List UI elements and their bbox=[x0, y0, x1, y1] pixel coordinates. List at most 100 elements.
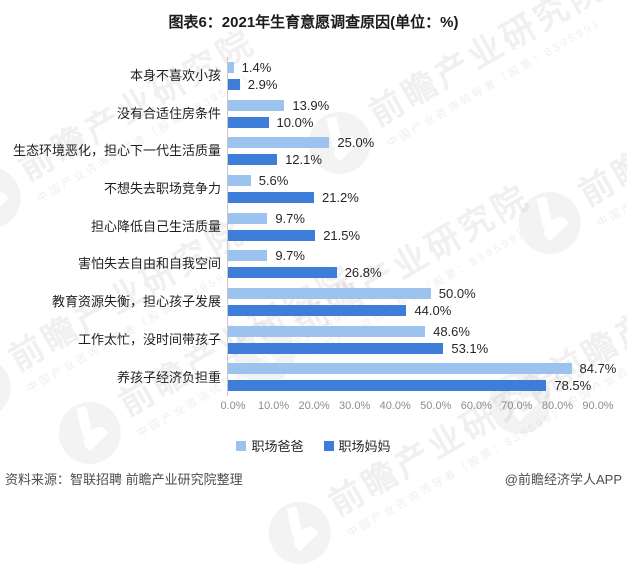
bar-line: 53.1% bbox=[228, 341, 627, 356]
x-tick: 20.0% bbox=[298, 400, 330, 412]
x-tick: 0.0% bbox=[220, 400, 246, 412]
value-label: 44.0% bbox=[414, 302, 452, 318]
bar-职场爸爸-7 bbox=[228, 325, 426, 337]
chart-row: 教育资源失衡，担心孩子发展 50.0% 44.0% bbox=[0, 283, 627, 321]
chart-row: 不想失去职场竞争力 5.6% 21.2% bbox=[0, 170, 627, 208]
bar-line: 9.7% bbox=[228, 211, 627, 226]
legend-label: 职场爸爸 bbox=[251, 439, 304, 454]
bar-职场妈妈-1 bbox=[228, 116, 269, 128]
bar-group: 1.4% 2.9% bbox=[227, 57, 627, 95]
chart-row: 担心降低自己生活质量 9.7% 21.5% bbox=[0, 207, 627, 246]
credit-note: @前瞻经济学人APP bbox=[504, 472, 622, 487]
bar-group: 48.6% 53.1% bbox=[227, 320, 627, 359]
watermark-logo-icon bbox=[47, 390, 132, 475]
x-tick: 30.0% bbox=[339, 400, 371, 412]
bar-职场妈妈-0 bbox=[228, 78, 240, 90]
watermark-logo-icon bbox=[257, 490, 342, 575]
x-tick: 40.0% bbox=[379, 400, 411, 412]
category-label: 没有合适住房条件 bbox=[116, 105, 221, 121]
bar-chart: 本身不喜欢小孩 1.4% 2.9% 没有合适住房条件 13.9% 10.0% 生态环境恶化，… bbox=[0, 57, 627, 397]
chart-row: 本身不喜欢小孩 1.4% 2.9% bbox=[0, 57, 627, 95]
bar-职场妈妈-6 bbox=[228, 304, 407, 316]
source-note: 资料来源：智联招聘 前瞻产业研究院整理 bbox=[5, 472, 243, 487]
bar-line: 1.4% bbox=[228, 60, 627, 75]
bar-line: 26.8% bbox=[228, 265, 627, 280]
value-label: 9.7% bbox=[275, 248, 305, 264]
bar-line: 50.0% bbox=[228, 286, 627, 301]
bar-职场爸爸-8 bbox=[228, 363, 572, 375]
bar-职场妈妈-8 bbox=[228, 380, 547, 392]
chart-row: 养孩子经济负担重 84.7% 78.5% bbox=[0, 358, 627, 397]
value-label: 26.8% bbox=[344, 265, 382, 281]
bar-职场妈妈-7 bbox=[228, 342, 444, 354]
legend-swatch bbox=[323, 440, 334, 451]
bar-职场爸爸-0 bbox=[228, 61, 234, 73]
chart-row: 工作太忙，没时间带孩子 48.6% 53.1% bbox=[0, 320, 627, 359]
value-label: 53.1% bbox=[451, 340, 489, 356]
x-tick: 80.0% bbox=[541, 400, 574, 412]
bar-职场妈妈-3 bbox=[228, 191, 314, 203]
bar-line: 44.0% bbox=[228, 303, 627, 318]
chart-row: 没有合适住房条件 13.9% 10.0% bbox=[0, 94, 627, 133]
legend: 职场爸爸 职场妈妈 bbox=[0, 436, 627, 455]
category-label: 本身不喜欢小孩 bbox=[129, 68, 221, 84]
bar-group: 9.7% 21.5% bbox=[227, 207, 627, 246]
chart-title: 图表6：2021年生育意愿调查原因(单位：%) bbox=[168, 14, 459, 31]
value-label: 13.9% bbox=[292, 97, 330, 113]
bar-职场爸爸-6 bbox=[228, 287, 431, 299]
category-label: 教育资源失衡，担心孩子发展 bbox=[51, 294, 221, 310]
category-label: 不想失去职场竞争力 bbox=[103, 181, 221, 197]
bar-职场妈妈-2 bbox=[228, 154, 278, 166]
bar-group: 13.9% 10.0% bbox=[227, 94, 627, 133]
bar-line: 5.6% bbox=[228, 173, 627, 188]
category-label: 工作太忙，没时间带孩子 bbox=[77, 331, 221, 347]
bar-line: 21.5% bbox=[228, 228, 627, 243]
bar-group: 25.0% 12.1% bbox=[227, 132, 627, 171]
x-tick: 10.0% bbox=[257, 400, 290, 412]
bar-line: 48.6% bbox=[228, 324, 627, 339]
bar-line: 10.0% bbox=[228, 115, 627, 130]
value-label: 25.0% bbox=[337, 135, 375, 151]
value-label: 9.7% bbox=[275, 210, 305, 226]
value-label: 5.6% bbox=[258, 172, 289, 188]
bar-职场妈妈-5 bbox=[228, 267, 337, 279]
legend-item-职场爸爸: 职场爸爸 bbox=[236, 436, 304, 455]
value-label: 84.7% bbox=[579, 361, 617, 377]
x-tick: 50.0% bbox=[420, 400, 452, 412]
value-label: 48.6% bbox=[433, 323, 470, 339]
bar-职场爸爸-1 bbox=[228, 99, 285, 111]
value-label: 21.2% bbox=[321, 189, 359, 205]
value-label: 10.0% bbox=[276, 114, 314, 130]
bar-职场爸爸-3 bbox=[228, 174, 251, 186]
chart-row: 生态环境恶化，担心下一代生活质量 25.0% 12.1% bbox=[0, 132, 627, 171]
legend-label: 职场妈妈 bbox=[338, 439, 391, 454]
bar-group: 9.7% 26.8% bbox=[227, 245, 627, 284]
category-label: 养孩子经济负担重 bbox=[116, 369, 221, 385]
category-label: 害怕失去自由和自我空间 bbox=[77, 256, 221, 272]
x-tick: 90.0% bbox=[582, 400, 614, 412]
value-label: 78.5% bbox=[554, 378, 592, 394]
bar-职场爸爸-2 bbox=[228, 137, 330, 149]
legend-swatch bbox=[236, 440, 247, 451]
bar-line: 2.9% bbox=[228, 77, 627, 92]
x-tick: 70.0% bbox=[501, 400, 533, 412]
x-axis: 0.0% 10.0% 20.0% 30.0% 40.0% 50.0% 60.0% 70.0% 8… bbox=[220, 400, 627, 415]
bar-group: 50.0% 44.0% bbox=[227, 283, 627, 321]
value-label: 2.9% bbox=[247, 76, 278, 92]
bar-职场爸爸-4 bbox=[228, 212, 268, 224]
value-label: 21.5% bbox=[323, 227, 361, 243]
bar-line: 9.7% bbox=[228, 248, 627, 263]
category-label: 生态环境恶化，担心下一代生活质量 bbox=[12, 143, 221, 159]
bar-line: 21.2% bbox=[228, 190, 627, 205]
value-label: 12.1% bbox=[285, 152, 322, 168]
value-label: 1.4% bbox=[241, 59, 272, 75]
bar-group: 84.7% 78.5% bbox=[227, 358, 627, 397]
bar-职场妈妈-4 bbox=[228, 229, 316, 241]
bar-职场爸爸-5 bbox=[228, 250, 268, 262]
bar-line: 84.7% bbox=[228, 361, 627, 376]
value-label: 50.0% bbox=[438, 285, 476, 301]
category-label: 担心降低自己生活质量 bbox=[90, 218, 221, 234]
bar-group: 5.6% 21.2% bbox=[227, 170, 627, 208]
watermark-sub-text: 中国产业咨询领导者（股票：839599） bbox=[345, 404, 569, 541]
legend-item-职场妈妈: 职场妈妈 bbox=[323, 436, 391, 455]
